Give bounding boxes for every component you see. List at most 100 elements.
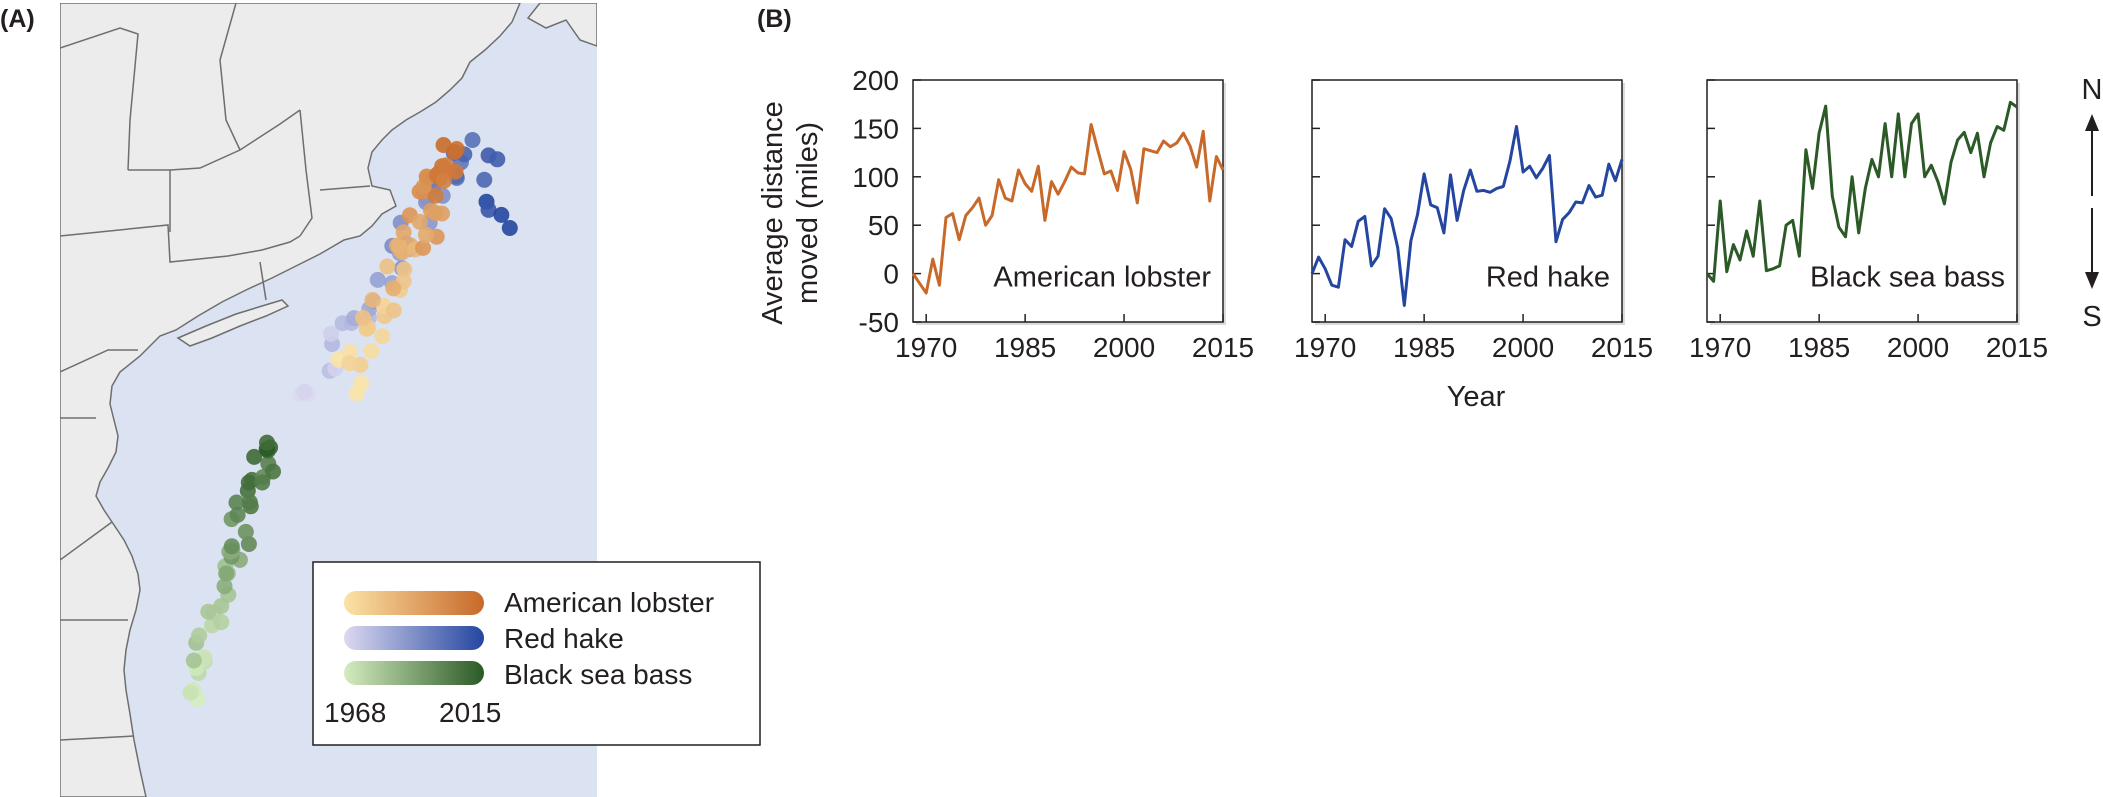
chart-3: 1970 1985 2000 2015 Black sea bass: [1689, 79, 2048, 363]
distribution-dot: [216, 578, 233, 595]
distribution-dot: [447, 163, 464, 180]
legend-swatch-american-lobster: [344, 591, 484, 615]
distribution-dot: [228, 494, 245, 511]
long-island: [176, 299, 290, 347]
distribution-dot: [464, 132, 481, 148]
distribution-dot: [182, 684, 199, 701]
distribution-dot: [237, 523, 254, 540]
x-tick-label: 2000: [1093, 332, 1155, 363]
distribution-dot: [369, 271, 386, 288]
legend-swatch-black-sea-bass: [344, 661, 484, 685]
distribution-dot: [185, 652, 202, 669]
distribution-dot: [240, 474, 257, 491]
legend-label-american-lobster: American lobster: [504, 587, 714, 618]
compass-south-label: S: [2082, 301, 2101, 333]
distribution-dot: [296, 383, 313, 400]
distribution-dot: [379, 258, 396, 275]
legend-year-start: 1968: [324, 697, 386, 728]
legend-year-end: 2015: [439, 697, 501, 728]
x-tick-label: 1970: [895, 332, 957, 363]
panel-b-label: (B): [757, 5, 792, 33]
distribution-dot: [200, 603, 217, 620]
state-borders: [60, 3, 371, 741]
x-tick-label: 2015: [1591, 332, 1653, 363]
compass: N S: [2082, 74, 2103, 333]
distribution-dot: [341, 355, 358, 372]
x-tick-label: 2015: [1192, 332, 1254, 363]
series-line: [1310, 125, 1624, 307]
distribution-dot: [427, 204, 444, 221]
distribution-dot: [501, 220, 518, 236]
x-tick-label: 1970: [1294, 332, 1356, 363]
x-axis-label: Year: [1447, 381, 1506, 413]
distribution-dots: [182, 132, 518, 708]
plot-area: [1311, 79, 1623, 323]
distribution-dot: [323, 325, 340, 342]
distribution-dot: [218, 565, 235, 582]
distribution-dot: [259, 434, 275, 451]
chart-2: 1970 1985 2000 2015 Red hake: [1294, 79, 1653, 363]
distribution-dot: [435, 137, 452, 153]
distribution-dot: [246, 448, 263, 465]
distribution-dot: [363, 342, 380, 359]
y-tick-label: 0: [883, 259, 899, 290]
distribution-dot: [385, 280, 402, 297]
distribution-dot: [476, 171, 493, 188]
distribution-dot: [355, 309, 372, 326]
x-tick-label: 1985: [994, 332, 1056, 363]
distribution-dot: [411, 213, 428, 230]
series-line: [911, 123, 1225, 295]
map-legend: American lobster Red hake Black sea bass…: [312, 561, 761, 746]
distribution-dot: [493, 206, 510, 223]
distribution-dot: [427, 187, 444, 204]
x-tick-label: 1985: [1393, 332, 1455, 363]
panel-a-label: (A): [0, 5, 35, 33]
distribution-dot: [191, 627, 208, 644]
distribution-dot: [223, 538, 240, 555]
distribution-dot: [417, 226, 434, 243]
nova-scotia: [526, 3, 597, 47]
y-tick-label: 200: [852, 65, 899, 96]
chart-title: American lobster: [993, 262, 1211, 294]
distribution-dot: [489, 151, 506, 168]
compass-north-label: N: [2082, 74, 2103, 106]
distribution-dot: [480, 201, 497, 218]
series-line: [1705, 100, 2018, 283]
legend-label-black-sea-bass: Black sea bass: [504, 659, 692, 690]
plot-area: [912, 79, 1224, 323]
x-tick-label: 2015: [1986, 332, 2048, 363]
legend-swatch-red-hake: [344, 626, 484, 650]
distribution-dot: [448, 141, 465, 157]
legend-box: [312, 561, 761, 746]
line-charts: -50 0 50 100 150 200 1970 1985 2000 2015 American …: [852, 65, 2048, 363]
y-tick-label: 100: [852, 162, 899, 193]
mainland: [60, 3, 521, 797]
x-tick-label: 1970: [1689, 332, 1751, 363]
distribution-dot: [385, 302, 402, 319]
chart-title: Red hake: [1486, 262, 1610, 294]
distribution-dot: [415, 239, 432, 256]
y-tick-label: 50: [868, 210, 899, 241]
distribution-dot: [396, 261, 413, 278]
distribution-dot: [229, 506, 246, 523]
distribution-dot: [364, 291, 381, 308]
distribution-dot: [240, 536, 257, 552]
chart-title: Black sea bass: [1810, 262, 2005, 294]
distribution-dot: [265, 463, 281, 480]
distribution-dot: [391, 237, 408, 254]
legend-label-red-hake: Red hake: [504, 623, 624, 654]
distribution-dot: [241, 494, 258, 511]
y-tick-label: -50: [859, 307, 899, 338]
distribution-dot: [374, 328, 391, 345]
y-tick-label: 150: [852, 113, 899, 144]
distribution-dot: [395, 224, 412, 241]
chart-1: -50 0 50 100 150 200 1970 1985 2000 2015 American …: [852, 65, 1254, 363]
x-tick-label: 2000: [1887, 332, 1949, 363]
distribution-dot: [353, 375, 370, 392]
x-tick-label: 2000: [1492, 332, 1554, 363]
arrow-up-icon: [2085, 114, 2099, 131]
y-axis-label-line1: Average distance: [757, 101, 789, 325]
x-tick-label: 1985: [1788, 332, 1850, 363]
y-axis-label-line2: moved (miles): [792, 122, 824, 304]
